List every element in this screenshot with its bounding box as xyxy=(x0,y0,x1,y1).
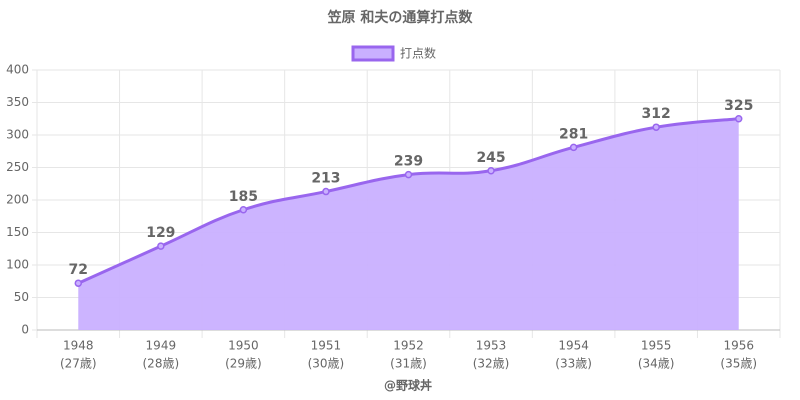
x-tick-label: 1956 xyxy=(723,339,754,353)
x-tick-label: 1955 xyxy=(641,339,672,353)
y-tick-label: 150 xyxy=(6,225,29,239)
chart-title: 笠原 和夫の通算打点数 xyxy=(327,9,474,26)
x-tick-label: 1949 xyxy=(146,339,177,353)
y-tick-label: 200 xyxy=(6,193,29,207)
x-tick-label: 1952 xyxy=(393,339,424,353)
value-label: 325 xyxy=(724,98,753,114)
x-tick-label: (28歳) xyxy=(143,357,180,371)
x-tick-label: (34歳) xyxy=(638,357,675,371)
x-tick-label: (29歳) xyxy=(225,357,262,371)
credit: @野球丼 xyxy=(384,378,432,393)
point xyxy=(734,115,743,123)
value-label: 72 xyxy=(69,262,88,278)
x-tick-label: (33歳) xyxy=(555,357,592,371)
point xyxy=(322,187,330,196)
x-tick-label: (31歳) xyxy=(390,357,427,371)
value-label: 312 xyxy=(642,106,671,122)
legend-swatch xyxy=(351,45,395,62)
value-label: 245 xyxy=(476,150,505,166)
value-label: 281 xyxy=(559,126,588,142)
point xyxy=(569,143,578,152)
x-tick-label: 1954 xyxy=(558,339,589,353)
y-tick-label: 300 xyxy=(6,128,29,142)
legend-label: 打点数 xyxy=(400,46,436,61)
point xyxy=(239,206,248,214)
point xyxy=(652,123,660,131)
value-label: 185 xyxy=(229,189,258,205)
x-tick-label: 1948 xyxy=(63,339,94,353)
value-label: 239 xyxy=(394,154,423,170)
y-tick-label: 0 xyxy=(21,323,29,337)
x-tick-label: (35歳) xyxy=(720,357,757,371)
x-tick-label: 1951 xyxy=(311,339,342,353)
y-tick-label: 50 xyxy=(14,290,29,304)
y-tick-label: 100 xyxy=(6,258,29,272)
x-tick-label: 1950 xyxy=(228,339,259,353)
x-tick-label: (27歳) xyxy=(60,357,97,371)
point xyxy=(487,167,495,175)
x-tick-label: (30歳) xyxy=(308,357,345,371)
point xyxy=(74,279,83,287)
value-label: 213 xyxy=(311,171,340,187)
y-tick-label: 400 xyxy=(6,63,29,77)
y-tick-label: 350 xyxy=(6,95,29,109)
point xyxy=(404,170,413,179)
point xyxy=(157,242,165,250)
value-label: 129 xyxy=(146,225,175,241)
x-tick-label: 1953 xyxy=(476,339,507,353)
y-tick-label: 250 xyxy=(6,160,29,174)
x-tick-label: (32歳) xyxy=(473,357,510,371)
area xyxy=(78,118,739,330)
